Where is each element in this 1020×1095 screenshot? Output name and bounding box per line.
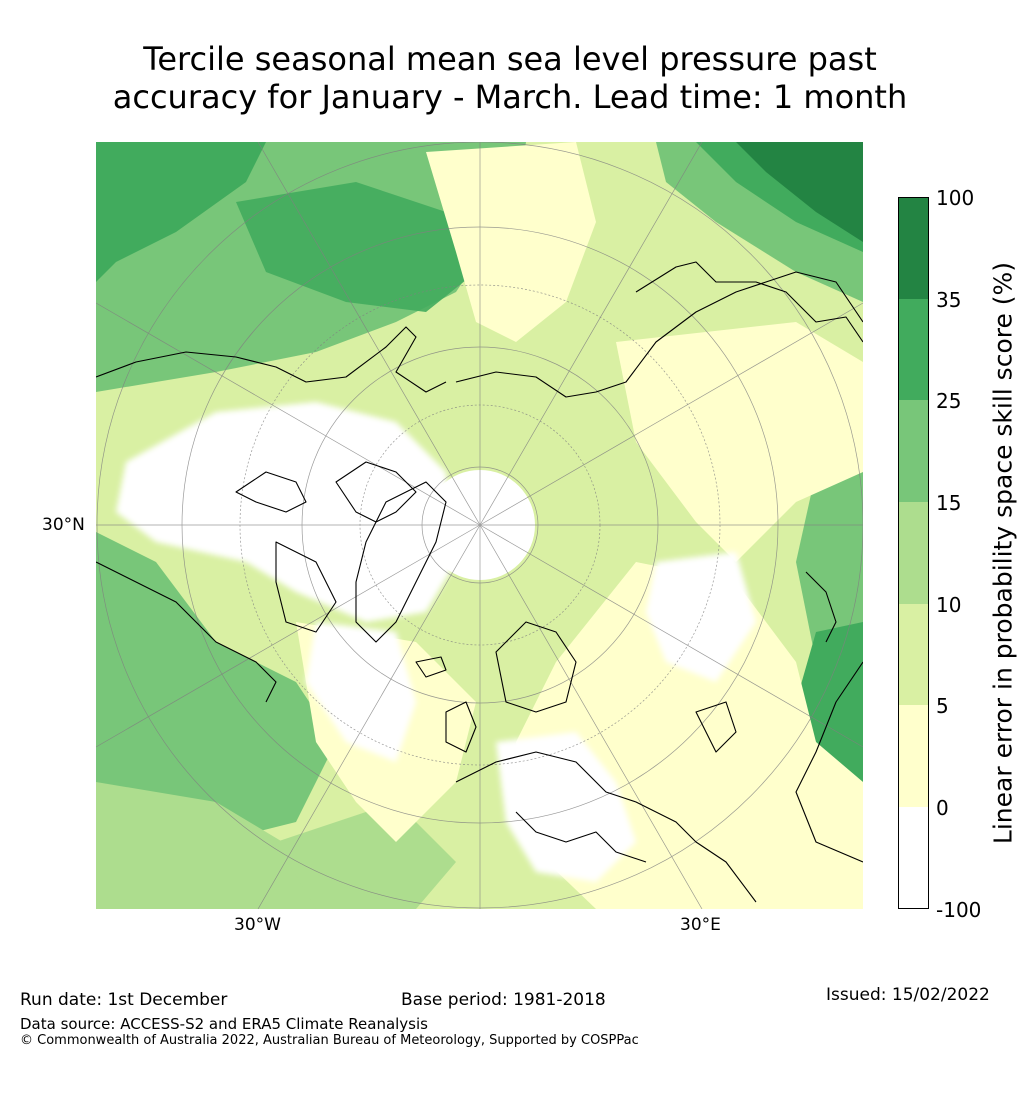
- coastlines: [96, 261, 863, 903]
- skill-region-0-5-north: [426, 142, 596, 342]
- coastline-arctic-islands: [235, 471, 307, 513]
- graticule-meridian: [257, 524, 481, 909]
- colorbar-tick: 25: [936, 389, 962, 413]
- skill-region-10-15-southwest: [96, 782, 356, 909]
- skill-region-25-35-northwest: [96, 142, 266, 282]
- map-title-line-1: Tercile seasonal mean sea level pressure…: [143, 40, 877, 78]
- copyright-notice: © Commonwealth of Australia 2022, Austra…: [20, 1033, 639, 1048]
- colorbar-tick: 5: [936, 694, 949, 718]
- colorbar-tick: 100: [936, 186, 975, 210]
- coastline-hudson-bay: [275, 541, 337, 633]
- polar-map: [96, 142, 863, 909]
- coastline-japan: [805, 571, 837, 643]
- lat-label-30n: 30°N: [42, 515, 85, 535]
- coastline-scandinavia: [495, 621, 577, 713]
- graticule-meridian: [257, 142, 481, 526]
- graticule-meridian: [479, 142, 703, 526]
- coastline-mediterranean: [515, 811, 647, 863]
- coastline-siberia: [455, 271, 863, 398]
- coastline-iceland: [415, 656, 447, 678]
- colorbar-tick: 15: [936, 491, 962, 515]
- graticule: [96, 142, 863, 909]
- coastline-alaska-canada: [96, 326, 447, 393]
- colorbar-bin-15-25: [898, 400, 929, 502]
- colorbar-tick: 35: [936, 288, 962, 312]
- lon-label-30w: 30°W: [234, 915, 281, 935]
- skill-region-0-5-central-east: [616, 322, 863, 562]
- skill-region-negative-europe: [496, 732, 636, 882]
- colorbar-bin-5-10: [898, 604, 929, 705]
- graticule-meridian: [479, 302, 863, 526]
- skill-region-15-25-east: [796, 442, 863, 682]
- skill-region-10-15-south: [276, 802, 456, 909]
- coastline-europe: [455, 751, 757, 903]
- skill-region-25-35-greenland-sea: [236, 182, 476, 312]
- skill-field-shading: [96, 142, 863, 909]
- graticule-meridian: [96, 524, 481, 748]
- coastline-siberia-north: [635, 261, 863, 343]
- coastline-north-america-east: [96, 561, 277, 703]
- map-title: Tercile seasonal mean sea level pressure…: [0, 40, 1020, 116]
- run-date: Run date: 1st December: [20, 990, 228, 1010]
- colorbar-bin-10-15: [898, 502, 929, 604]
- colorbar-outline: [898, 197, 929, 909]
- base-period: Base period: 1981-2018: [401, 990, 606, 1010]
- issued-date: Issued: 15/02/2022: [826, 985, 990, 1005]
- colorbar-label: Linear error in probability space skill …: [988, 261, 1018, 845]
- colorbar-bin-35-100: [898, 197, 929, 299]
- map-title-line-2: accuracy for January - March. Lead time:…: [112, 78, 908, 116]
- coastline-east-asia: [795, 661, 863, 863]
- colorbar-bin-negative: [898, 807, 929, 909]
- colorbar: [898, 197, 929, 909]
- coastline-canadian-archipelago: [335, 461, 417, 523]
- skill-region-35-100-northeast: [736, 142, 863, 242]
- skill-region-negative-atlantic: [306, 622, 416, 762]
- colorbar-bin-25-35: [898, 299, 929, 400]
- colorbar-tick: 0: [936, 796, 949, 820]
- data-source: Data source: ACCESS-S2 and ERA5 Climate …: [20, 1015, 428, 1033]
- graticule-meridian: [96, 302, 481, 526]
- skill-region-15-25-southwest: [96, 532, 336, 862]
- coastline-caspian: [695, 701, 737, 753]
- coastline-greenland: [355, 481, 447, 643]
- colorbar-tick: 10: [936, 593, 962, 617]
- graticule-meridian: [479, 524, 863, 748]
- coastline-british-isles: [445, 701, 477, 753]
- graticule-meridian: [479, 524, 703, 909]
- skill-region-negative-siberia: [646, 552, 756, 682]
- colorbar-bin-0-5: [898, 705, 929, 807]
- colorbar-tick: -100: [936, 898, 982, 922]
- lon-label-30e: 30°E: [680, 915, 721, 935]
